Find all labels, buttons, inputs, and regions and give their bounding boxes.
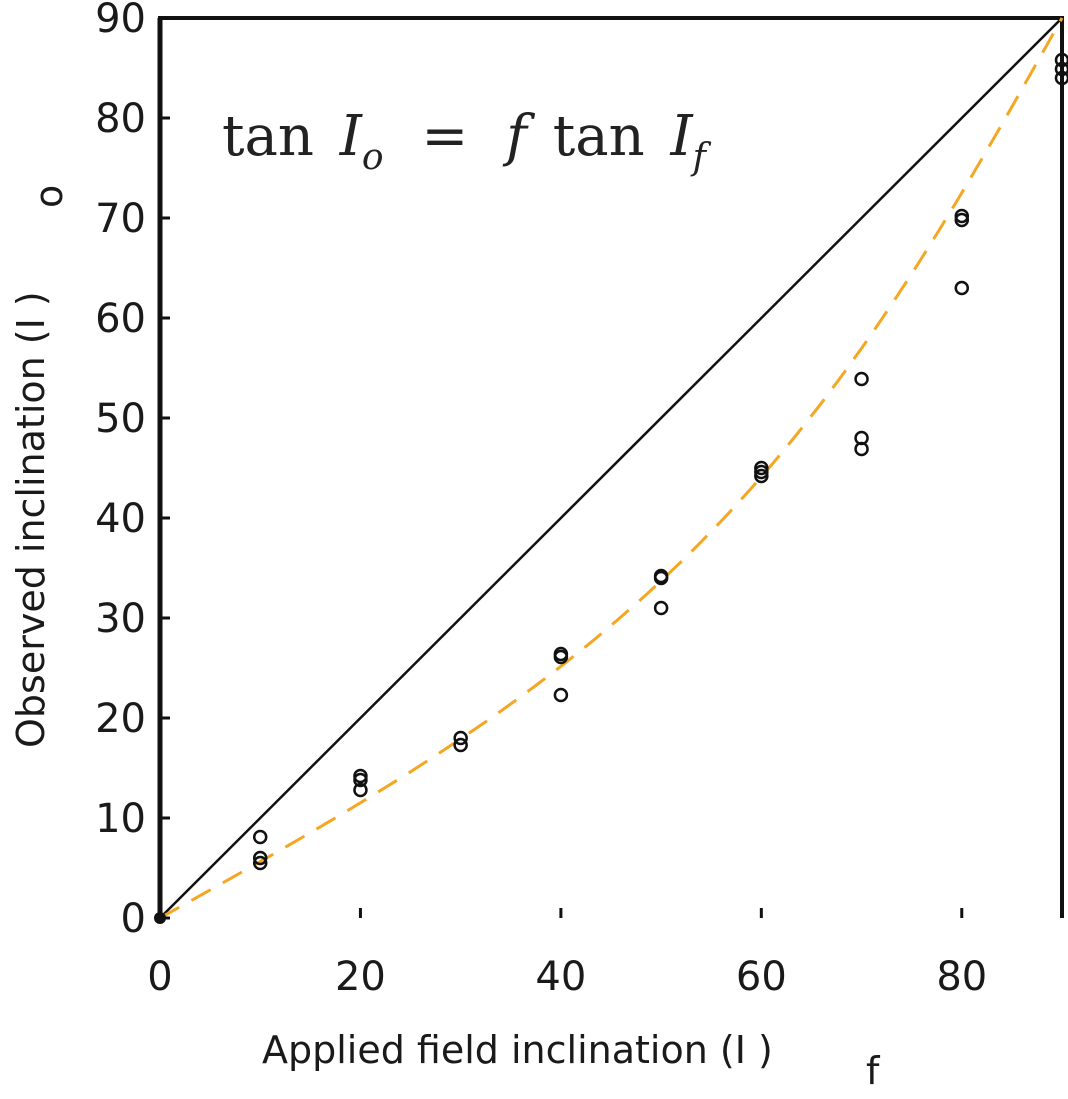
y-tick-label: 80: [95, 96, 146, 142]
data-point: [553, 649, 569, 665]
x-axis-label: Applied field inclination (I ): [262, 1028, 773, 1072]
data-point: [353, 782, 368, 798]
y-tick-label: 70: [95, 196, 146, 242]
data-point: [453, 730, 468, 746]
y-tick-label: 20: [95, 696, 146, 742]
data-point: [453, 737, 468, 753]
data-point: [1054, 61, 1068, 77]
data-point: [954, 212, 970, 228]
y-tick-label: 10: [95, 796, 146, 842]
one-to-one-line: [159, 17, 1063, 919]
data-point: [854, 441, 869, 457]
data-point: [653, 600, 669, 616]
x-tick-label: 40: [535, 954, 586, 1000]
data-point: [252, 855, 268, 871]
data-point: [353, 772, 368, 788]
data-point: [854, 371, 869, 387]
x-tick-label: 0: [147, 954, 172, 1000]
data-point: [154, 912, 166, 924]
data-point: [653, 570, 669, 586]
y-tick-label: 90: [95, 0, 146, 42]
data-point: [553, 687, 569, 703]
y-tick-label: 60: [95, 296, 146, 342]
y-axis-label-subscript: o: [27, 185, 71, 208]
x-tick-label: 60: [736, 954, 787, 1000]
x-tick-label: 80: [936, 954, 987, 1000]
equation-annotation: tan Io = f tan If: [222, 104, 712, 183]
y-tick-label: 50: [95, 396, 146, 442]
x-axis-label-subscript: f: [866, 1049, 881, 1093]
x-tick-label: 20: [335, 954, 386, 1000]
data-point: [1054, 52, 1068, 68]
data-point: [252, 829, 268, 845]
data-point: [1054, 70, 1068, 86]
y-axis-label: Observed inclination (I ): [9, 291, 53, 748]
y-tick-label: 0: [121, 896, 146, 942]
data-point: [754, 468, 769, 484]
y-tick-label: 40: [95, 496, 146, 542]
data-point: [954, 280, 970, 296]
data-point: [252, 850, 268, 866]
y-tick-label: 30: [95, 596, 146, 642]
